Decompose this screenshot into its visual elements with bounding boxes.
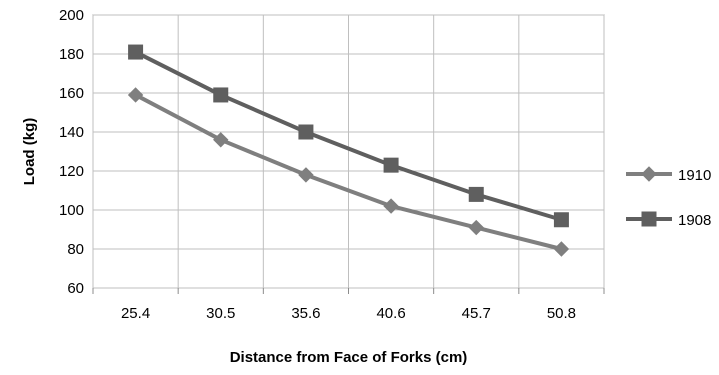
y-tick-label: 160 [59,85,84,102]
legend-marker-1908 [641,211,657,227]
legend-label-1908: 1908 [678,212,711,229]
legend-marker-1910 [641,166,657,182]
x-tick-label: 45.7 [462,305,491,322]
axes: 60 80 100 120 140 160 180 200 25.4 30.5 35.6 40.6 45… [59,7,605,322]
series-line-1908 [134,50,562,222]
y-tick-label: 200 [59,7,84,24]
y-axis-label: Load (kg) [21,118,38,186]
y-tick-label: 60 [67,280,84,297]
data-point-1910 [298,167,314,183]
data-point-1910 [553,241,570,257]
x-tick-label: 25.4 [121,305,150,322]
x-tick-label: 30.5 [206,305,235,322]
data-point-1910 [468,219,484,236]
data-point-1908 [383,157,399,173]
x-tick-label: 50.8 [547,305,576,322]
data-point-1910 [127,87,144,103]
y-tick-label: 140 [59,124,84,141]
x-tick-label: 35.6 [291,305,320,322]
y-tick-label: 100 [59,202,84,219]
data-point-1908 [468,186,484,202]
grid [92,14,605,289]
data-point-1908 [553,212,569,228]
data-point-1908 [128,44,144,60]
y-tick-label: 180 [59,46,84,63]
data-point-1908 [213,87,229,103]
x-axis-label: Distance from Face of Forks (cm) [230,349,468,366]
y-tick-label: 120 [59,163,84,180]
series [127,44,570,257]
data-point-1910 [383,198,399,214]
y-tick-label: 80 [67,241,84,258]
data-point-1908 [298,124,314,140]
legend: 1910 1908 [626,166,711,229]
legend-label-1910: 1910 [678,167,711,184]
x-tick-label: 40.6 [376,305,405,322]
data-point-1910 [213,132,229,148]
series-line-1910 [134,93,562,251]
